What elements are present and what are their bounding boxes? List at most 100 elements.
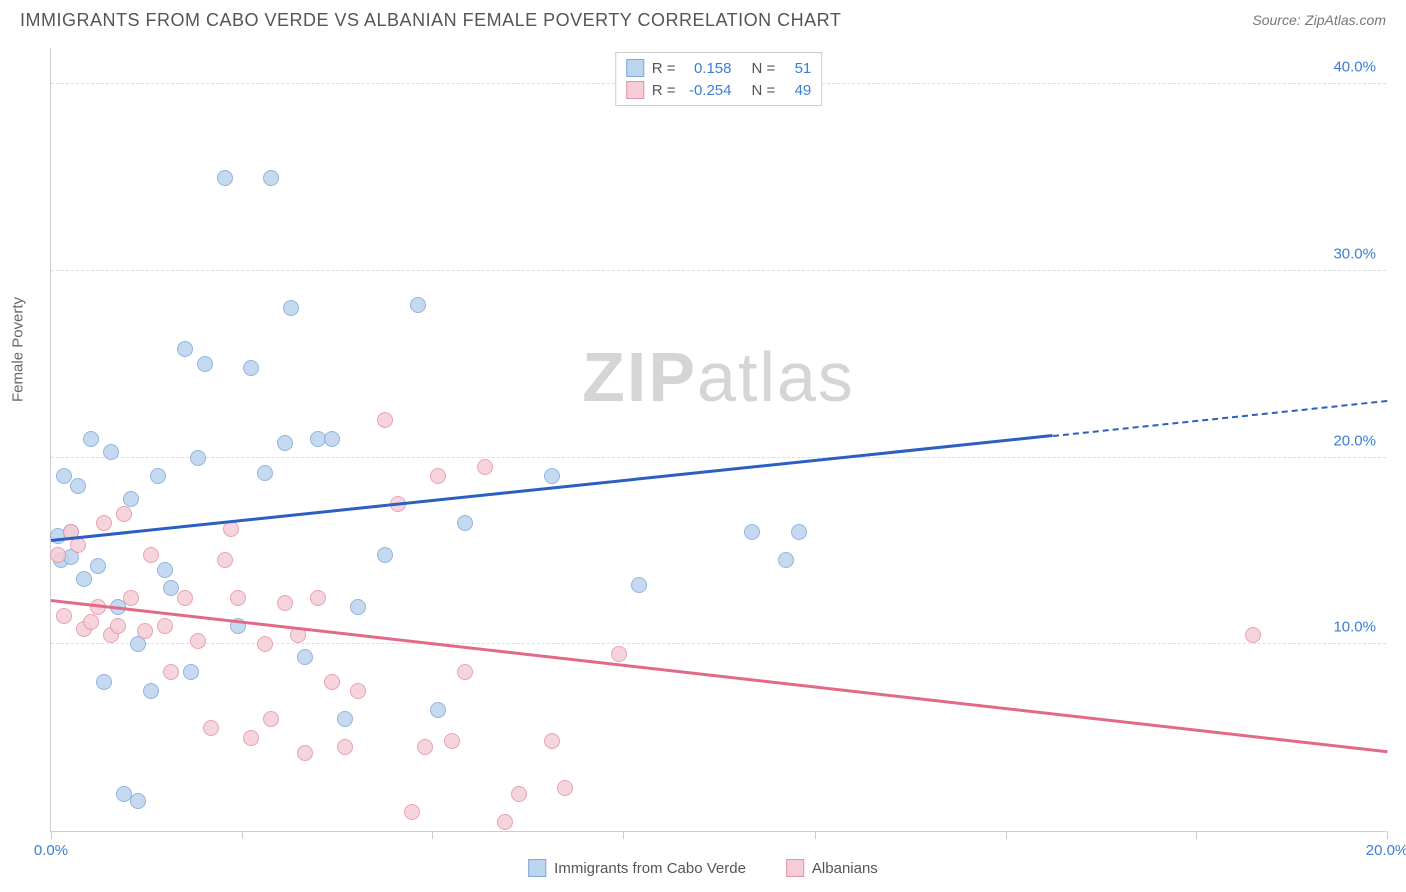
albanian-point <box>217 552 233 568</box>
cabo-point <box>257 465 273 481</box>
stats-legend-row: R = -0.254 N = 49 <box>626 79 812 101</box>
n-label: N = <box>752 60 776 77</box>
x-tick <box>815 831 816 839</box>
r-label: R = <box>652 82 676 99</box>
cabo-point <box>130 793 146 809</box>
cabo-point <box>283 300 299 316</box>
watermark-light: atlas <box>697 338 855 416</box>
y-tick-label: 30.0% <box>1333 246 1376 263</box>
cabo-point <box>377 547 393 563</box>
stats-legend: R =0.158N =51R =-0.254N =49 <box>615 52 823 106</box>
cabo-point <box>744 524 760 540</box>
gridline <box>51 270 1386 271</box>
y-tick-label: 40.0% <box>1333 59 1376 76</box>
albanian-point <box>50 547 66 563</box>
cabo-trendline <box>1053 400 1387 437</box>
cabo-point <box>143 683 159 699</box>
y-tick-label: 20.0% <box>1333 432 1376 449</box>
cabo-point <box>337 711 353 727</box>
x-tick-label: 20.0% <box>1366 842 1406 859</box>
scatter-chart: ZIPatlas R =0.158N =51R =-0.254N =49 10.… <box>50 48 1386 832</box>
cabo-point <box>544 468 560 484</box>
series-label: Immigrants from Cabo Verde <box>554 860 746 877</box>
series-label: Albanians <box>812 860 878 877</box>
x-tick-label: 0.0% <box>34 842 68 859</box>
series-legend: Immigrants from Cabo Verde Albanians <box>528 859 878 877</box>
albanian-point <box>143 547 159 563</box>
albanian-point <box>297 745 313 761</box>
source-label: Source: <box>1252 12 1300 28</box>
series-legend-item: Albanians <box>786 859 878 877</box>
cabo-point <box>90 558 106 574</box>
albanian-point <box>611 646 627 662</box>
albanian-point <box>257 636 273 652</box>
albanian-point <box>1245 627 1261 643</box>
albanian-point <box>404 804 420 820</box>
x-tick <box>432 831 433 839</box>
x-tick <box>242 831 243 839</box>
x-tick <box>51 831 52 839</box>
cabo-point <box>217 170 233 186</box>
albanian-point <box>203 720 219 736</box>
albanian-point <box>377 412 393 428</box>
albanian-point <box>116 506 132 522</box>
y-tick-label: 10.0% <box>1333 619 1376 636</box>
legend-swatch <box>786 859 804 877</box>
albanian-point <box>157 618 173 634</box>
albanian-point <box>56 608 72 624</box>
albanian-point <box>497 814 513 830</box>
cabo-point <box>263 170 279 186</box>
cabo-point <box>297 649 313 665</box>
albanian-point <box>337 739 353 755</box>
n-label: N = <box>752 82 776 99</box>
cabo-point <box>277 435 293 451</box>
gridline <box>51 643 1386 644</box>
albanian-point <box>83 614 99 630</box>
r-value: -0.254 <box>684 82 732 99</box>
cabo-point <box>243 360 259 376</box>
x-tick <box>1006 831 1007 839</box>
cabo-point <box>183 664 199 680</box>
watermark: ZIPatlas <box>582 337 855 417</box>
albanian-point <box>263 711 279 727</box>
albanian-point <box>70 537 86 553</box>
albanian-point <box>430 468 446 484</box>
cabo-point <box>70 478 86 494</box>
cabo-point <box>96 674 112 690</box>
cabo-point <box>197 356 213 372</box>
cabo-point <box>190 450 206 466</box>
cabo-point <box>103 444 119 460</box>
albanian-point <box>457 664 473 680</box>
cabo-point <box>123 491 139 507</box>
albanian-point <box>163 664 179 680</box>
x-tick <box>1387 831 1388 839</box>
gridline <box>51 457 1386 458</box>
albanian-point <box>137 623 153 639</box>
stats-legend-row: R =0.158N =51 <box>626 57 812 79</box>
source-name: ZipAtlas.com <box>1305 12 1386 28</box>
albanian-point <box>110 618 126 634</box>
cabo-point <box>430 702 446 718</box>
cabo-point <box>177 341 193 357</box>
chart-title: IMMIGRANTS FROM CABO VERDE VS ALBANIAN F… <box>20 10 841 31</box>
cabo-point <box>350 599 366 615</box>
albanian-point <box>544 733 560 749</box>
albanian-point <box>96 515 112 531</box>
albanian-point <box>310 590 326 606</box>
n-value: 51 <box>783 60 811 77</box>
cabo-point <box>76 571 92 587</box>
cabo-point <box>83 431 99 447</box>
cabo-point <box>457 515 473 531</box>
n-value: 49 <box>783 82 811 99</box>
legend-swatch <box>626 81 644 99</box>
x-tick <box>1196 831 1197 839</box>
x-tick <box>623 831 624 839</box>
cabo-point <box>631 577 647 593</box>
source-attribution: Source: ZipAtlas.com <box>1252 12 1386 30</box>
r-label: R = <box>652 60 676 77</box>
albanian-point <box>190 633 206 649</box>
series-legend-item: Immigrants from Cabo Verde <box>528 859 746 877</box>
albanian-point <box>230 590 246 606</box>
albanian-point <box>511 786 527 802</box>
cabo-point <box>324 431 340 447</box>
